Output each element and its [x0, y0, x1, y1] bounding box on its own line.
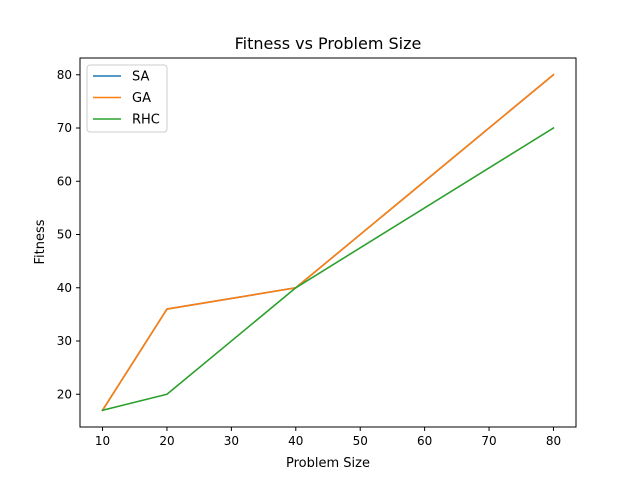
y-tick-label: 20 [57, 387, 72, 401]
y-tick-label: 50 [57, 228, 72, 242]
chart-title: Fitness vs Problem Size [235, 34, 422, 53]
x-tick-label: 50 [353, 434, 368, 448]
plot-frame [79, 57, 577, 428]
x-tick-label: 40 [288, 434, 303, 448]
x-tick-label: 20 [159, 434, 174, 448]
x-axis-label: Problem Size [286, 456, 370, 471]
x-axis: 10 20 30 40 50 60 70 80 [95, 427, 561, 448]
legend-label-rhc: RHC [132, 113, 160, 128]
x-tick-label: 70 [481, 434, 496, 448]
y-tick-label: 60 [57, 174, 72, 188]
y-tick-label: 30 [57, 334, 72, 348]
legend: SA GA RHC [86, 64, 168, 133]
y-tick-label: 40 [57, 281, 72, 295]
legend-box [86, 64, 168, 133]
y-tick-label: 70 [57, 121, 72, 135]
series-line-rhc [101, 126, 555, 412]
y-axis-label: Fitness [33, 219, 48, 264]
y-tick-label: 80 [57, 68, 72, 82]
y-axis: 20 30 40 50 60 70 80 [57, 68, 80, 401]
x-tick-label: 10 [95, 434, 110, 448]
series-line-sa [101, 73, 555, 412]
legend-label-ga: GA [132, 91, 151, 106]
series-line-ga [101, 73, 555, 412]
legend-label-sa: SA [132, 70, 149, 85]
plot-lines [101, 73, 555, 412]
x-tick-label: 30 [224, 434, 239, 448]
x-tick-label: 80 [546, 434, 561, 448]
x-tick-label: 60 [417, 434, 432, 448]
